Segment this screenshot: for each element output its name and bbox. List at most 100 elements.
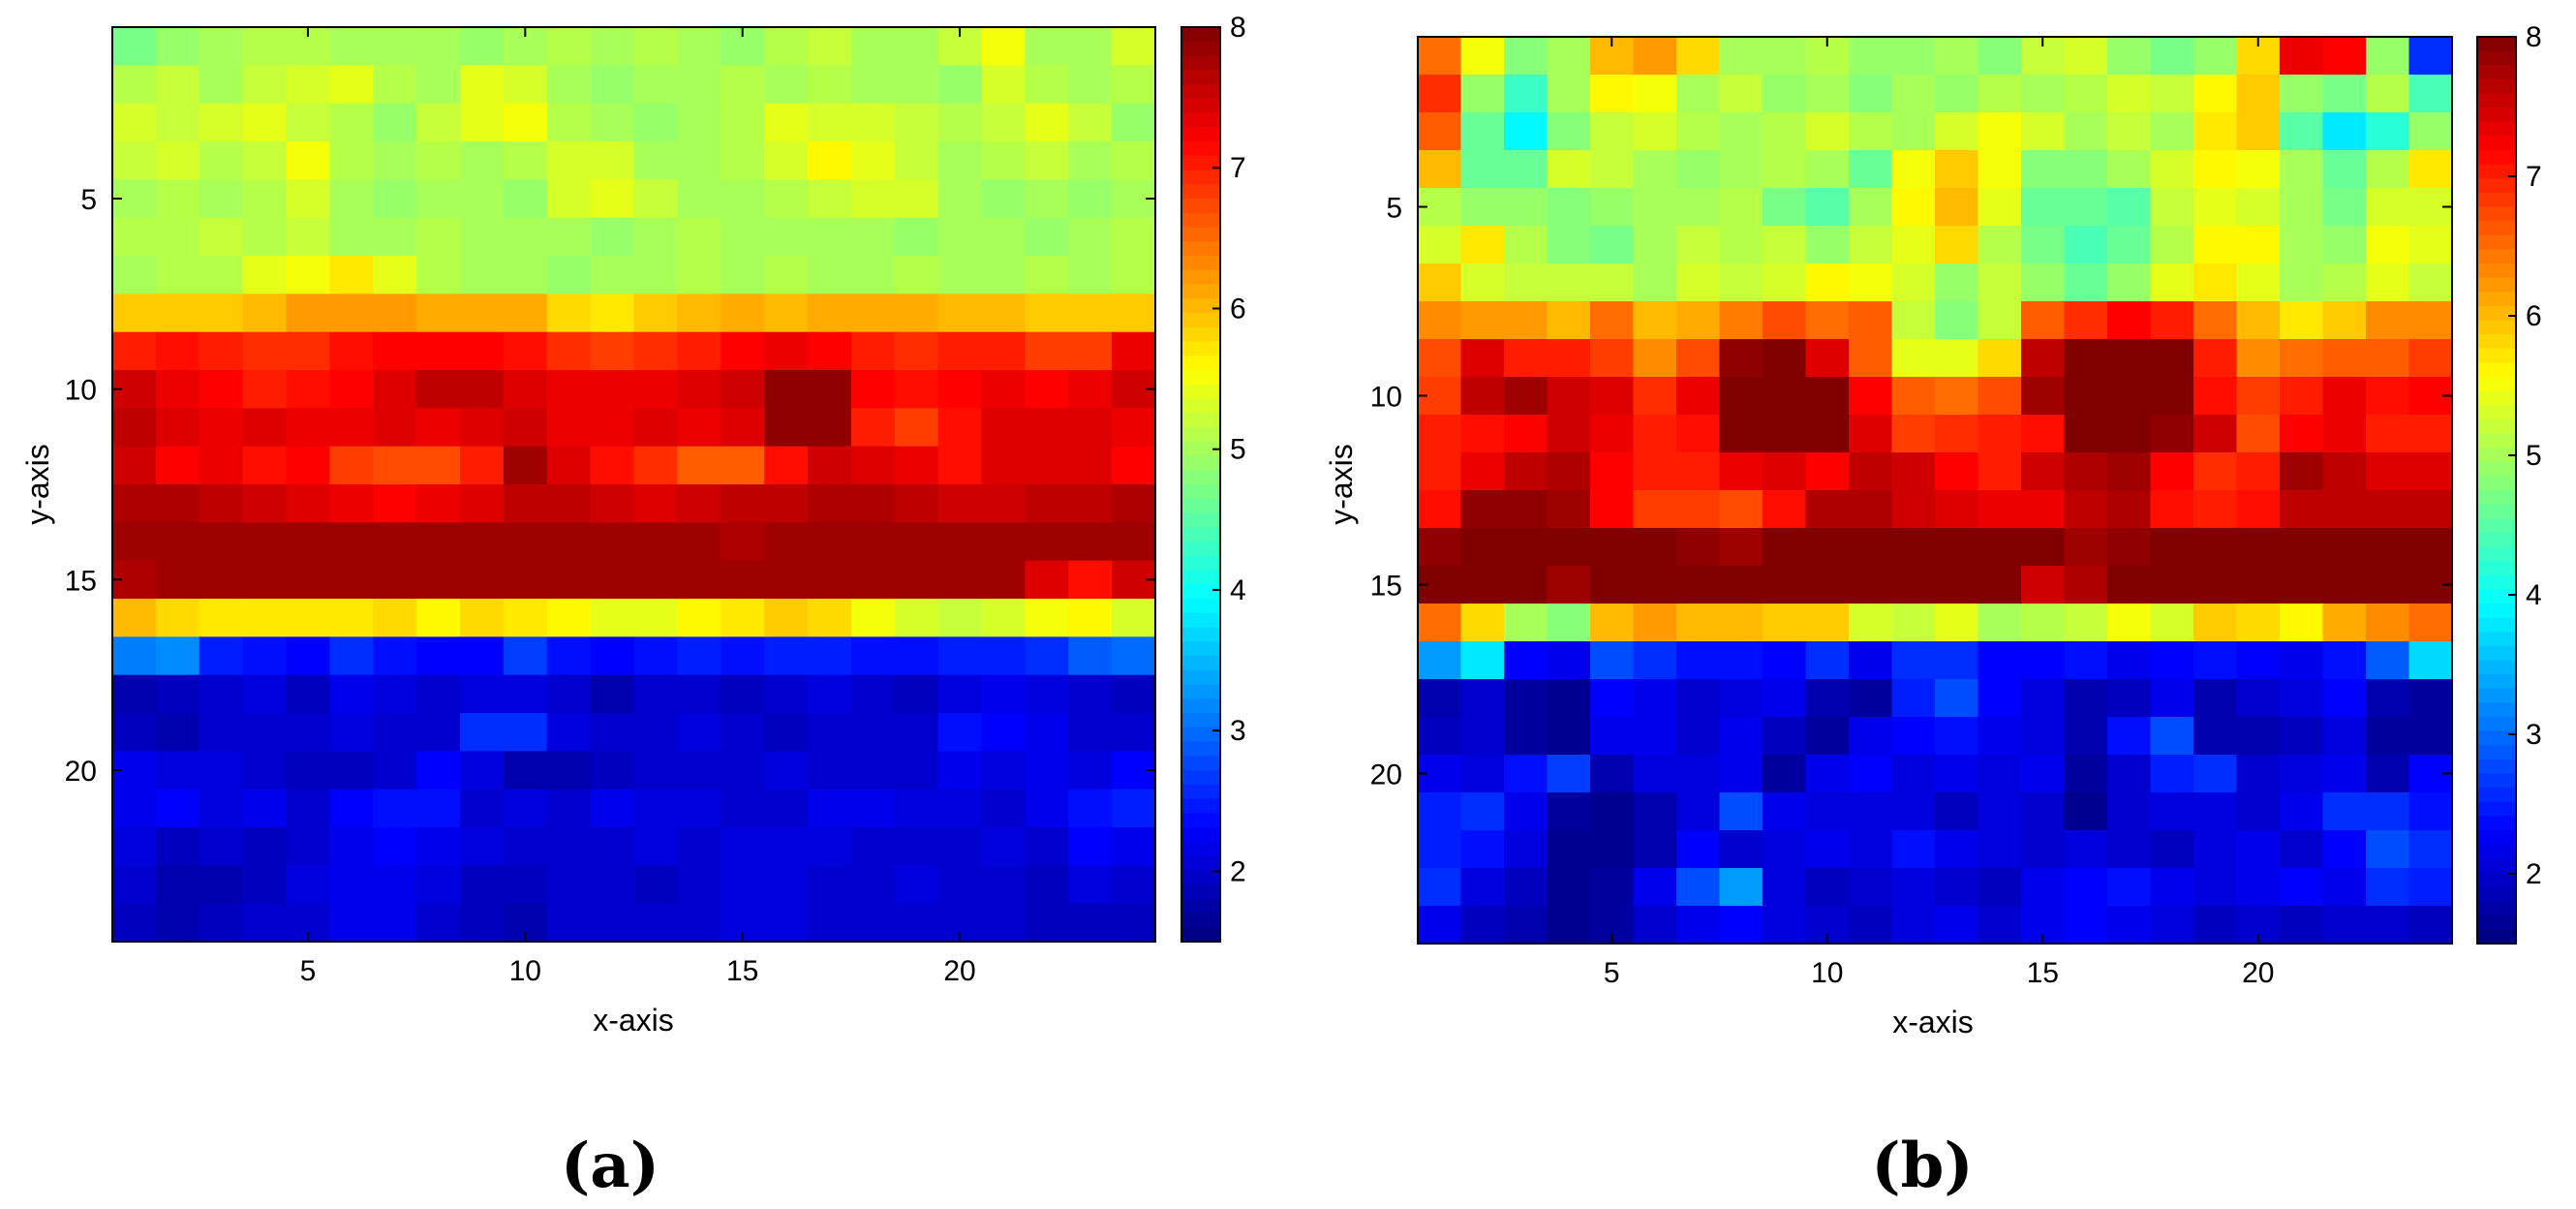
- heatmap-cell: [1719, 792, 1763, 831]
- heatmap-cell: [1935, 528, 1979, 567]
- heatmap-cell: [329, 865, 374, 905]
- heatmap-cell: [112, 484, 157, 523]
- heatmap-cell: [1068, 446, 1113, 485]
- heatmap-cell: [2280, 566, 2324, 604]
- heatmap-cell: [808, 713, 852, 752]
- heatmap-cell: [286, 408, 330, 448]
- heatmap-cell: [1590, 679, 1635, 718]
- heatmap-cell: [329, 751, 374, 790]
- heatmap-cell: [503, 522, 548, 562]
- heatmap-cell: [981, 217, 1026, 257]
- heatmap-cell: [2366, 264, 2410, 302]
- heatmap-panel-b: 5 10 15 20 5 10 15 20 x-axis y-axis 2 3 4 5 6 7 8 (b…: [1324, 21, 2542, 1202]
- heatmap-cell: [1891, 868, 1936, 907]
- heatmap-cell: [1849, 490, 1893, 529]
- heatmap-cell: [590, 484, 635, 523]
- heatmap-cell: [2150, 112, 2194, 151]
- heatmap-cell: [1891, 792, 1936, 831]
- heatmap-cell: [1805, 755, 1850, 793]
- heatmap-cell: [1068, 408, 1113, 448]
- heatmap-cell: [1590, 301, 1635, 340]
- heatmap-cell: [677, 217, 721, 257]
- heatmap-cell: [2150, 264, 2194, 302]
- heatmap-cell: [1112, 141, 1156, 180]
- heatmap-cell: [2366, 377, 2410, 416]
- heatmap-cell: [199, 370, 244, 409]
- heatmap-cell: [808, 560, 852, 600]
- colorbar-band: [1181, 813, 1220, 828]
- heatmap-cell: [1590, 604, 1635, 642]
- heatmap-cell: [2064, 528, 2108, 567]
- heatmap-cell: [1805, 339, 1850, 378]
- heatmap-cell: [329, 599, 374, 637]
- heatmap-cell: [850, 370, 896, 409]
- heatmap-cell: [1112, 713, 1156, 752]
- heatmap-cell: [1935, 301, 1979, 340]
- heatmap-cell: [590, 294, 635, 333]
- heatmap-cell: [1418, 75, 1462, 113]
- heatmap-cell: [764, 713, 809, 752]
- heatmap-cell: [546, 103, 592, 142]
- heatmap-cell: [155, 370, 200, 409]
- heatmap-cell: [286, 865, 330, 905]
- heatmap-cell: [2322, 906, 2367, 945]
- heatmap-cell: [503, 446, 548, 485]
- heatmap-cell: [1763, 37, 1807, 76]
- heatmap-cell: [721, 713, 765, 752]
- heatmap-cell: [2150, 792, 2194, 831]
- heatmap-cell: [937, 674, 983, 714]
- heatmap-cell: [894, 713, 939, 752]
- heatmap-cell: [1891, 188, 1936, 227]
- heatmap-cell: [1805, 226, 1850, 264]
- heatmap-cell: [808, 751, 852, 790]
- heatmap-cell: [2236, 717, 2281, 756]
- heatmap-cell: [1719, 830, 1763, 869]
- heatmap-cell: [937, 331, 983, 371]
- colorbar-band: [2477, 589, 2516, 604]
- heatmap-cell: [764, 522, 809, 562]
- heatmap-cell: [242, 599, 288, 637]
- heatmap-cell: [764, 217, 809, 257]
- heatmap-cell: [460, 256, 505, 294]
- heatmap-cell: [1504, 150, 1549, 189]
- heatmap-cell: [1025, 522, 1069, 562]
- heatmap-a-frame: [111, 26, 1156, 943]
- heatmap-cell: [373, 827, 417, 866]
- heatmap-cell: [1418, 339, 1462, 378]
- heatmap-cell: [2408, 415, 2453, 453]
- heatmap-cell: [199, 103, 244, 142]
- heatmap-cell: [2236, 452, 2281, 491]
- heatmap-cell: [764, 674, 809, 714]
- heatmap-cell: [2021, 679, 2066, 718]
- heatmap-cell: [460, 408, 505, 448]
- heatmap-cell: [1763, 112, 1807, 151]
- colorbar-band: [1181, 698, 1220, 714]
- colorbar-band: [1181, 484, 1220, 500]
- heatmap-cell: [1418, 528, 1462, 567]
- heatmap-cell: [1849, 755, 1893, 793]
- heatmap-cell: [112, 636, 157, 676]
- colorbar-band: [1181, 527, 1220, 542]
- heatmap-cell: [1590, 75, 1635, 113]
- heatmap-cell: [2280, 226, 2324, 264]
- heatmap-cell: [677, 713, 721, 752]
- heatmap-cell: [2236, 264, 2281, 302]
- heatmap-cell: [242, 751, 288, 790]
- colorbar-band: [2477, 645, 2516, 662]
- colorbar-band: [1181, 41, 1220, 57]
- heatmap-cell: [460, 370, 505, 409]
- heatmap-cell: [1068, 141, 1113, 180]
- heatmap-cell: [1805, 604, 1850, 642]
- heatmap-cell: [894, 903, 939, 943]
- heatmap-cell: [2150, 37, 2194, 76]
- heatmap-cell: [2280, 604, 2324, 642]
- colorbar-tick-label: 5: [2526, 440, 2542, 472]
- heatmap-cell: [850, 713, 896, 752]
- heatmap-cell: [199, 294, 244, 333]
- heatmap-cell: [1719, 415, 1763, 453]
- heatmap-cell: [373, 599, 417, 637]
- heatmap-cell: [2408, 868, 2453, 907]
- heatmap-cell: [1590, 452, 1635, 491]
- heatmap-a-y-axis-title: y-axis: [20, 444, 55, 525]
- heatmap-cell: [1719, 641, 1763, 680]
